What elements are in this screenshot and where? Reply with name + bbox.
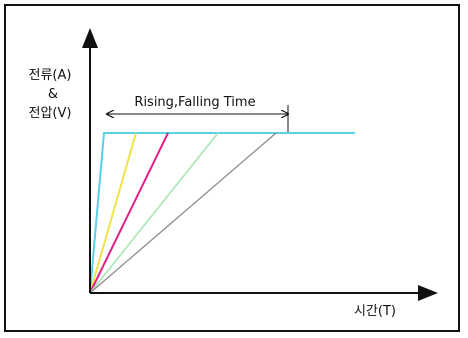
x-axis-label: 시간(T) [354,304,396,319]
diagram-frame [4,4,460,332]
yellow-line [89,132,137,294]
cyan-line [89,132,355,294]
y-axis-label-line-3: 전압(V) [29,106,72,121]
light-green-line [89,132,219,294]
y-axis-label-line-2: & [48,87,58,102]
magenta-line [89,132,169,294]
y-axis-label-line-1: 전류(A) [29,68,72,83]
rising-falling-time-label: Rising,Falling Time [134,95,255,110]
gray-line [89,132,277,294]
